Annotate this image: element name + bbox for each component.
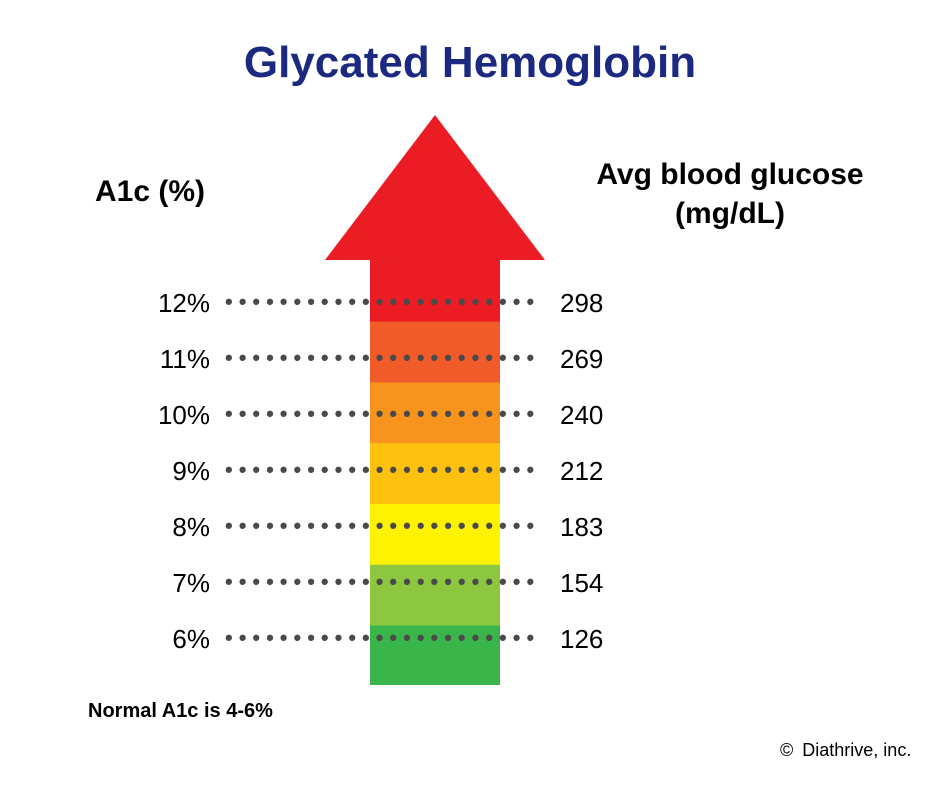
dotted-leader: •••••••••••••••••••••••: [225, 457, 550, 483]
a1c-value: 10%: [90, 400, 210, 431]
a1c-value: 8%: [90, 512, 210, 543]
a1c-value: 12%: [90, 288, 210, 319]
data-row: 11% ••••••••••••••••••••••• 269: [0, 344, 940, 374]
a1c-value: 7%: [90, 568, 210, 599]
data-row: 12% ••••••••••••••••••••••• 298: [0, 288, 940, 318]
a1c-header: A1c (%): [95, 175, 205, 209]
dotted-leader: •••••••••••••••••••••••: [225, 513, 550, 539]
data-row: 6% ••••••••••••••••••••••• 126: [0, 624, 940, 654]
a1c-value: 6%: [90, 624, 210, 655]
dotted-leader: •••••••••••••••••••••••: [225, 401, 550, 427]
copyright-text: © Diathrive, inc.: [780, 740, 911, 761]
data-row: 7% ••••••••••••••••••••••• 154: [0, 568, 940, 598]
dotted-leader: •••••••••••••••••••••••: [225, 345, 550, 371]
chart-title: Glycated Hemoglobin: [0, 38, 940, 88]
dotted-leader: •••••••••••••••••••••••: [225, 625, 550, 651]
glucose-header-line2: (mg/dL): [570, 194, 890, 233]
copyright-symbol: ©: [780, 740, 793, 760]
glucose-value: 212: [560, 456, 603, 487]
glucose-header-line1: Avg blood glucose: [570, 155, 890, 194]
dotted-leader: •••••••••••••••••••••••: [225, 569, 550, 595]
glucose-value: 269: [560, 344, 603, 375]
glucose-value: 126: [560, 624, 603, 655]
data-row: 10% ••••••••••••••••••••••• 240: [0, 400, 940, 430]
footnote-text: Normal A1c is 4-6%: [88, 700, 273, 723]
data-row: 9% ••••••••••••••••••••••• 212: [0, 456, 940, 486]
glucose-header: Avg blood glucose (mg/dL): [570, 155, 890, 233]
dotted-leader: •••••••••••••••••••••••: [225, 289, 550, 315]
a1c-value: 11%: [90, 344, 210, 375]
glucose-value: 154: [560, 568, 603, 599]
copyright-company: Diathrive, inc.: [802, 740, 911, 760]
data-row: 8% ••••••••••••••••••••••• 183: [0, 512, 940, 542]
a1c-value: 9%: [90, 456, 210, 487]
glucose-value: 183: [560, 512, 603, 543]
glucose-value: 298: [560, 288, 603, 319]
glucose-value: 240: [560, 400, 603, 431]
